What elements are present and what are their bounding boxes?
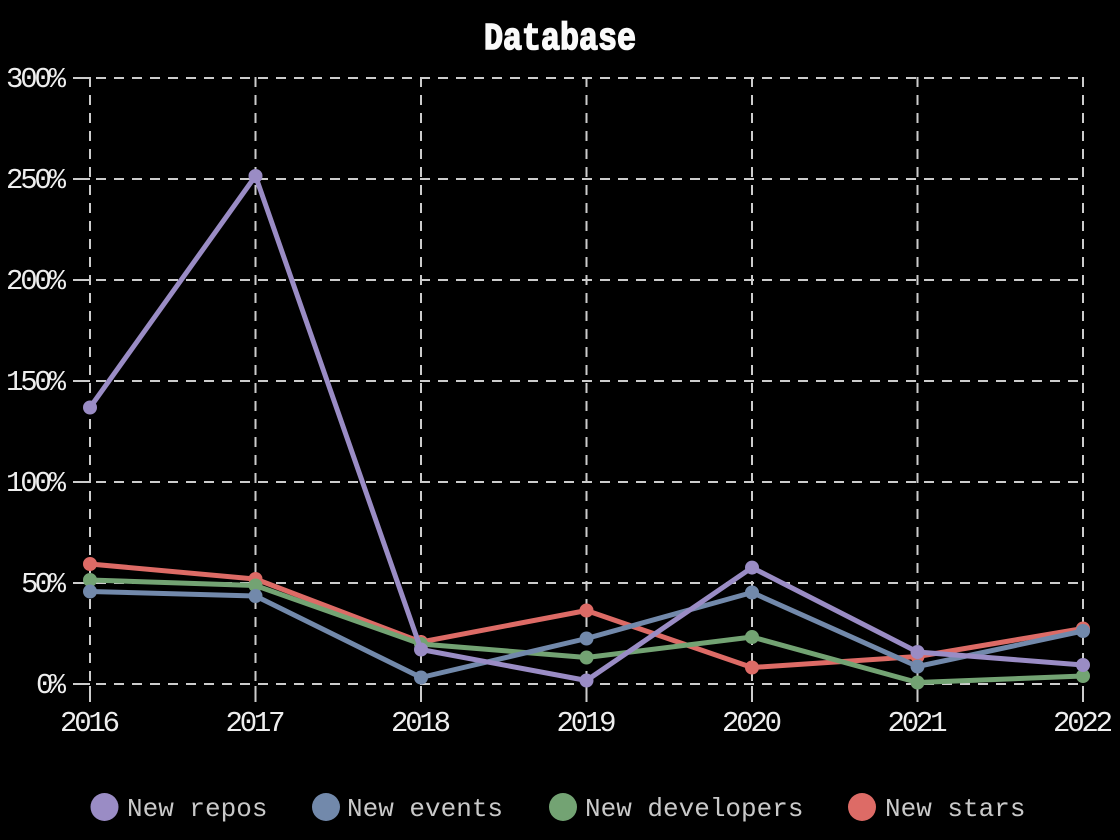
svg-text:2016: 2016 <box>60 707 120 740</box>
svg-text:2020: 2020 <box>722 707 782 740</box>
svg-text:2019: 2019 <box>557 707 617 740</box>
svg-text:250%: 250% <box>6 164 67 197</box>
svg-text:200%: 200% <box>6 265 67 298</box>
svg-text:2021: 2021 <box>888 707 948 740</box>
svg-text:New stars: New stars <box>885 794 1025 824</box>
svg-text:2017: 2017 <box>226 707 286 740</box>
svg-text:2018: 2018 <box>391 707 451 740</box>
svg-text:50%: 50% <box>21 568 67 601</box>
svg-text:New developers: New developers <box>585 794 803 824</box>
svg-text:300%: 300% <box>6 63 67 96</box>
svg-text:0%: 0% <box>36 669 67 702</box>
svg-text:Database: Database <box>484 18 636 61</box>
svg-text:New repos: New repos <box>127 794 267 824</box>
svg-text:2022: 2022 <box>1053 707 1113 740</box>
svg-text:150%: 150% <box>6 366 67 399</box>
svg-text:New events: New events <box>347 794 503 824</box>
svg-text:100%: 100% <box>6 467 67 500</box>
